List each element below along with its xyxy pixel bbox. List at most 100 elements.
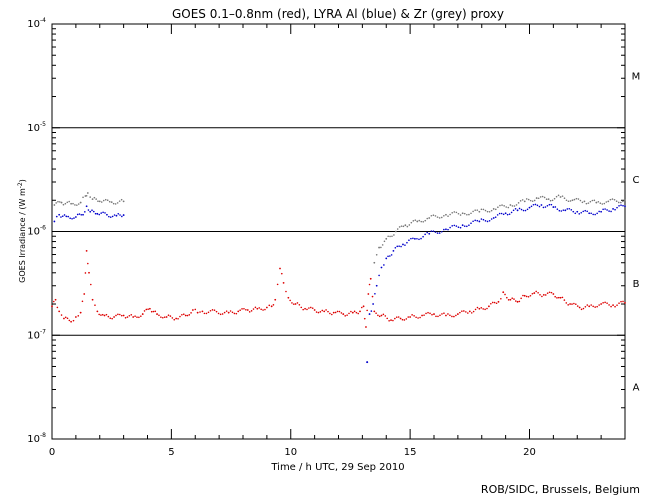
series-0-point bbox=[194, 308, 197, 311]
x-axis-label: Time / h UTC, 29 Sep 2010 bbox=[270, 462, 404, 473]
flare-class-lines bbox=[52, 127, 625, 336]
series-2-point bbox=[533, 199, 536, 202]
series-0-point bbox=[431, 313, 433, 316]
series-2-point bbox=[110, 201, 113, 204]
series-2-point bbox=[559, 196, 562, 198]
series-0-point bbox=[362, 305, 365, 308]
series-1-point bbox=[528, 206, 531, 209]
series-0-point bbox=[390, 319, 392, 321]
series-0-point bbox=[367, 293, 370, 295]
series-1-point bbox=[389, 255, 391, 257]
series-2-point bbox=[577, 198, 580, 200]
series-2-point bbox=[114, 203, 117, 205]
series-1-point bbox=[87, 209, 90, 211]
series-1-point bbox=[466, 225, 468, 228]
series-0-point bbox=[107, 315, 110, 318]
series-0-point bbox=[493, 301, 496, 304]
series-0-point bbox=[544, 294, 547, 296]
series-0-point bbox=[575, 303, 577, 305]
series-2-point bbox=[507, 206, 510, 209]
series-2-point bbox=[85, 195, 88, 197]
series-2-point bbox=[375, 253, 378, 256]
series-2-point bbox=[463, 212, 466, 215]
series-2-point bbox=[430, 214, 433, 217]
series-0-point bbox=[207, 311, 210, 314]
series-0-point bbox=[378, 315, 381, 318]
series-2-point bbox=[76, 204, 78, 206]
series-1-point bbox=[121, 215, 123, 218]
series-1-point bbox=[55, 215, 58, 218]
series-1-point bbox=[490, 218, 493, 220]
series-1-point bbox=[436, 232, 439, 234]
series-2-point bbox=[573, 198, 576, 201]
series-0-point bbox=[190, 312, 192, 314]
series-1-point bbox=[390, 254, 393, 256]
series-0-point bbox=[616, 304, 618, 306]
series-0-point bbox=[199, 311, 201, 313]
y-tick-exponent: -6 bbox=[40, 225, 46, 232]
series-2-point bbox=[383, 240, 386, 243]
series-2-point bbox=[549, 199, 552, 202]
series-1-point bbox=[400, 245, 402, 248]
x-tick-label: 0 bbox=[49, 447, 55, 458]
series-1-point bbox=[470, 222, 472, 224]
series-1-point bbox=[430, 230, 433, 232]
series-0-point bbox=[403, 319, 406, 321]
series-0-point bbox=[119, 313, 121, 316]
series-2-point bbox=[545, 198, 548, 201]
series-0-point bbox=[111, 317, 113, 320]
series-0-point bbox=[231, 311, 234, 314]
series-0-point bbox=[373, 310, 376, 313]
series-0-point bbox=[614, 305, 616, 308]
series-2-point bbox=[599, 202, 602, 204]
series-2-point bbox=[539, 196, 542, 198]
series-2-point bbox=[82, 196, 84, 199]
series-0-point bbox=[497, 300, 500, 303]
series-2-point bbox=[525, 198, 528, 200]
series-2-point bbox=[100, 201, 103, 203]
series-2-point bbox=[555, 195, 558, 198]
series-0-point bbox=[445, 314, 447, 317]
series-0-point bbox=[154, 310, 157, 313]
y-tick-label: 10 bbox=[27, 123, 40, 134]
series-0-point bbox=[167, 314, 170, 317]
series-1-point bbox=[122, 214, 125, 216]
series-0-point bbox=[596, 305, 598, 308]
series-0-point bbox=[66, 317, 69, 320]
series-0-point bbox=[375, 312, 377, 314]
series-2-point bbox=[389, 235, 391, 238]
series-0-point bbox=[163, 316, 166, 318]
series-1-point bbox=[71, 217, 73, 220]
series-0-point bbox=[586, 304, 589, 306]
series-0-point bbox=[355, 311, 358, 314]
series-0-point bbox=[217, 312, 220, 315]
series-1-point bbox=[492, 217, 495, 219]
y-axis-label-exp: -2 bbox=[17, 182, 24, 188]
series-0-point bbox=[54, 298, 57, 301]
series-2-point bbox=[391, 235, 393, 238]
series-2-point bbox=[563, 197, 566, 200]
series-0-point bbox=[332, 311, 335, 314]
series-0-point bbox=[502, 291, 505, 294]
series-2-point bbox=[418, 219, 421, 222]
series-2-point bbox=[480, 208, 483, 211]
series-1-point bbox=[412, 237, 414, 240]
series-2-point bbox=[472, 210, 474, 213]
series-0-point bbox=[451, 315, 453, 318]
series-2-point bbox=[396, 228, 399, 230]
y-tick-exponent: -5 bbox=[40, 121, 46, 128]
series-0-point bbox=[401, 318, 404, 321]
series-0-point bbox=[353, 310, 356, 313]
series-0-point bbox=[453, 315, 455, 318]
series-1-point bbox=[420, 237, 422, 240]
series-0-point bbox=[480, 306, 483, 309]
series-0-point bbox=[274, 298, 277, 301]
series-1-point bbox=[396, 245, 399, 248]
series-2-point bbox=[515, 204, 518, 206]
series-2-point bbox=[488, 211, 491, 213]
series-0-point bbox=[518, 300, 521, 303]
series-1-point bbox=[468, 224, 470, 227]
series-0-point bbox=[148, 307, 151, 310]
series-2-point bbox=[517, 202, 520, 204]
series-0-point bbox=[317, 311, 320, 314]
